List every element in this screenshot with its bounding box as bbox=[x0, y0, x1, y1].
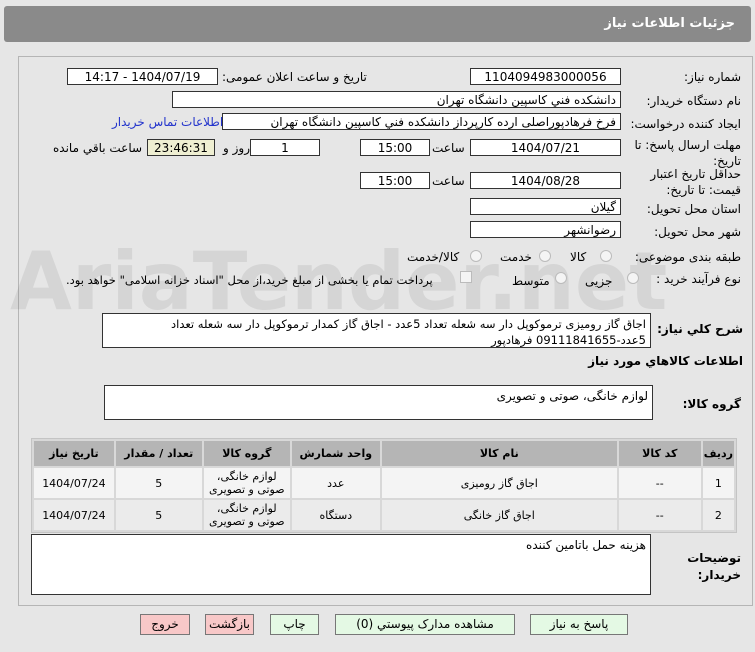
col-unit: واحد شمارش bbox=[291, 441, 380, 466]
radio-goods-label: کالا bbox=[570, 250, 587, 264]
goods-info-title: اطلاعات کالاهاي مورد نیاز bbox=[588, 354, 743, 368]
goods-table: ردیف کد کالا نام کالا واحد شمارش گروه کا… bbox=[31, 438, 737, 533]
col-date: تاریخ نیاز bbox=[34, 441, 114, 466]
cell-name: اجاق گاز خانگی bbox=[381, 500, 617, 530]
validity-time-label: ساعت bbox=[432, 174, 465, 188]
creator-label: ایجاد کننده درخواست: bbox=[630, 117, 741, 131]
table-row: 2 -- اجاق گاز خانگی دستگاه لوازم خانگی، … bbox=[34, 500, 734, 530]
payment-note: پرداخت تمام یا بخشی از مبلغ خرید،از محل … bbox=[66, 273, 433, 287]
buyer-notes-label: توضیحات خریدار: bbox=[687, 551, 741, 582]
days-label: روز و bbox=[223, 141, 250, 155]
cell-row: 2 bbox=[702, 500, 734, 530]
cell-name: اجاق گاز رومیزی bbox=[381, 468, 617, 498]
validity-date-field[interactable]: 1404/08/28 bbox=[470, 172, 621, 189]
cell-qty: 5 bbox=[115, 500, 202, 530]
city-label: شهر محل تحویل: bbox=[654, 225, 741, 239]
cell-unit: دستگاه bbox=[291, 500, 380, 530]
print-button[interactable]: چاپ bbox=[270, 614, 319, 635]
description-textarea[interactable]: اجاق گاز رومیزی ترموکوپل دار سه شعله تعد… bbox=[102, 313, 651, 348]
description-label: شرح کلي نیاز: bbox=[657, 322, 743, 336]
remaining-time: 23:46:31 bbox=[147, 139, 215, 156]
radio-minor-label: جزیی bbox=[585, 274, 613, 288]
radio-goods-service-label: کالا/خدمت bbox=[407, 250, 460, 264]
radio-goods-service[interactable] bbox=[470, 250, 482, 262]
deadline-label: مهلت ارسال پاسخ: تا تاریخ: bbox=[634, 138, 741, 168]
need-number-field[interactable]: 1104094983000056 bbox=[470, 68, 621, 85]
goods-group-textarea[interactable]: لوازم خانگی، صوتی و تصویری bbox=[104, 385, 653, 420]
cell-date: 1404/07/24 bbox=[34, 468, 114, 498]
validity-label: حداقل تاریخ اعتبار قیمت: تا تاریخ: bbox=[650, 167, 741, 197]
purchase-type-label: نوع فرآیند خرید : bbox=[656, 272, 741, 286]
cell-code: -- bbox=[618, 468, 701, 498]
province-label: استان محل تحویل: bbox=[646, 202, 741, 216]
deadline-date-field[interactable]: 1404/07/21 bbox=[470, 139, 621, 156]
col-row: ردیف bbox=[702, 441, 734, 466]
province-field[interactable]: گیلان bbox=[470, 198, 621, 215]
goods-group-label: گروه کالا: bbox=[682, 397, 741, 411]
announce-label: تاریخ و ساعت اعلان عمومی: bbox=[222, 70, 367, 84]
radio-goods[interactable] bbox=[600, 250, 612, 262]
buyer-org-label: نام دستگاه خریدار: bbox=[646, 94, 742, 108]
page-header: جزئیات اطلاعات نیاز bbox=[4, 6, 751, 42]
back-button[interactable]: بازگشت bbox=[205, 614, 254, 635]
col-qty: تعداد / مقدار bbox=[115, 441, 202, 466]
cell-row: 1 bbox=[702, 468, 734, 498]
buyer-notes-textarea[interactable]: هزینه حمل باتامین کننده bbox=[31, 534, 651, 595]
cell-group: لوازم خانگی، صوتی و تصویری bbox=[203, 468, 290, 498]
announce-field[interactable]: 1404/07/19 - 14:17 bbox=[67, 68, 218, 85]
need-number-label: شماره نیاز: bbox=[684, 70, 741, 84]
deadline-time-label: ساعت bbox=[432, 141, 465, 155]
col-group: گروه کالا bbox=[203, 441, 290, 466]
deadline-time-field[interactable]: 15:00 bbox=[360, 139, 430, 156]
contact-buyer-link[interactable]: اطلاعات تماس خریدار bbox=[112, 115, 224, 129]
page-title: جزئیات اطلاعات نیاز bbox=[604, 16, 735, 31]
creator-field[interactable]: فرخ فرهادپوراصلی ارده کارپرداز دانشکده ف… bbox=[222, 113, 621, 130]
cell-qty: 5 bbox=[115, 468, 202, 498]
reply-button[interactable]: پاسخ به نیاز bbox=[530, 614, 628, 635]
view-attachments-button[interactable]: مشاهده مدارک پیوستي (0) bbox=[335, 614, 515, 635]
days-field[interactable]: 1 bbox=[250, 139, 320, 156]
remaining-label: ساعت باقي مانده bbox=[53, 141, 143, 155]
category-label: طبقه بندی موضوعی: bbox=[634, 250, 741, 264]
col-name: نام کالا bbox=[381, 441, 617, 466]
radio-minor[interactable] bbox=[627, 272, 639, 284]
cell-code: -- bbox=[618, 500, 701, 530]
treasury-checkbox[interactable] bbox=[460, 271, 472, 283]
buyer-org-field[interactable]: دانشکده فني کاسپین دانشگاه تهران bbox=[172, 91, 621, 108]
validity-time-field[interactable]: 15:00 bbox=[360, 172, 430, 189]
radio-service[interactable] bbox=[539, 250, 551, 262]
table-row: 1 -- اجاق گاز رومیزی عدد لوازم خانگی، صو… bbox=[34, 468, 734, 498]
city-field[interactable]: رضوانشهر bbox=[470, 221, 621, 238]
cell-date: 1404/07/24 bbox=[34, 500, 114, 530]
radio-medium[interactable] bbox=[555, 272, 567, 284]
radio-service-label: خدمت bbox=[500, 250, 532, 264]
exit-button[interactable]: خروج bbox=[140, 614, 190, 635]
cell-unit: عدد bbox=[291, 468, 380, 498]
cell-group: لوازم خانگی، صوتی و تصویری bbox=[203, 500, 290, 530]
radio-medium-label: متوسط bbox=[512, 274, 550, 288]
col-code: کد کالا bbox=[618, 441, 701, 466]
